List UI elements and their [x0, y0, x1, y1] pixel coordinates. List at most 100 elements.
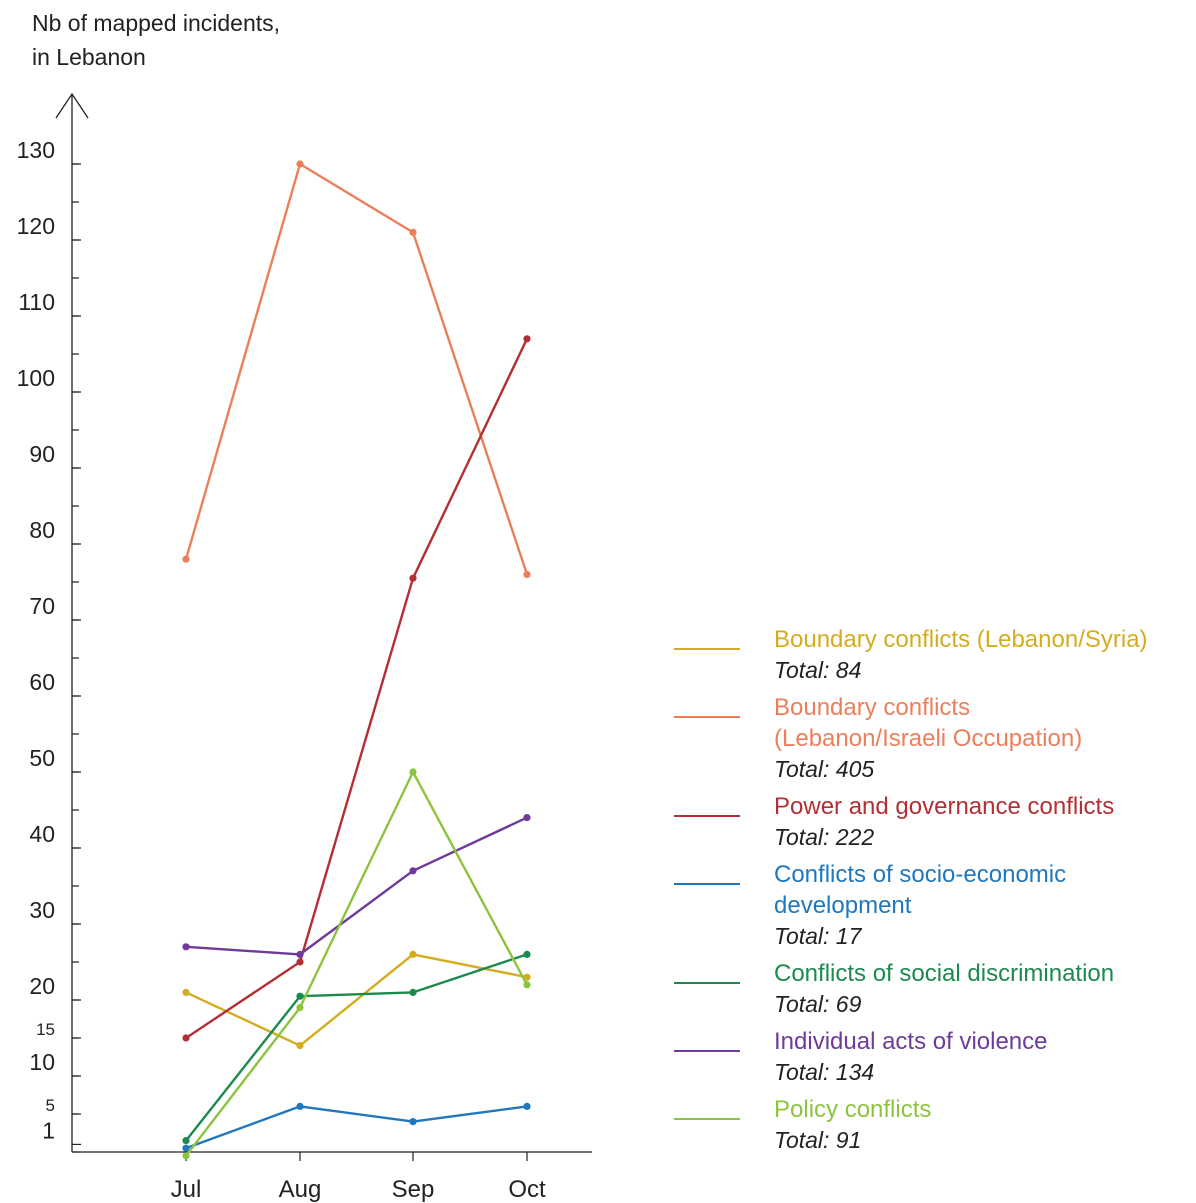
legend-swatch: [674, 982, 740, 984]
data-point: [523, 950, 531, 959]
y-tick-label: 10: [29, 1049, 55, 1075]
data-point: [296, 1004, 304, 1012]
legend-item: Policy conflicts Total: 91: [674, 1094, 1194, 1156]
legend-item: Power and governance conflicts Total: 222: [674, 791, 1194, 853]
legend-series-name: Individual acts of violence: [774, 1028, 1048, 1055]
data-point: [182, 988, 190, 997]
legend-series-name: Conflicts of social discrimination: [774, 960, 1115, 987]
series-line: [185, 770, 529, 1157]
series-7: [182, 768, 531, 1160]
legend-item: Boundary conflicts (Lebanon/Syria) Total:…: [674, 624, 1194, 686]
x-tick-label: Jul: [171, 1176, 202, 1203]
data-point: [409, 950, 417, 959]
legend-swatch: [674, 883, 740, 885]
x-tick-label: Oct: [508, 1176, 546, 1203]
y-axis-arrow: [55, 92, 89, 119]
series-3: [182, 335, 531, 1042]
y-tick-label: 30: [29, 897, 55, 923]
y-tick-label: 100: [17, 365, 55, 391]
data-point: [409, 988, 417, 997]
y-tick-label: 120: [17, 213, 55, 239]
series-6: [182, 814, 531, 959]
data-point: [182, 1034, 190, 1042]
y-tick-label: 60: [29, 669, 55, 695]
data-point: [409, 574, 417, 582]
data-point: [523, 335, 531, 343]
legend-item: Individual acts of violence Total: 134: [674, 1026, 1194, 1088]
y-tick-label: 110: [18, 289, 55, 315]
data-point: [523, 570, 531, 579]
legend-series-name: development: [774, 892, 912, 919]
series-line: [184, 162, 529, 575]
series-line: [185, 338, 529, 1039]
data-point: [523, 814, 531, 822]
legend-series-name: (Lebanon/Israeli Occupation): [774, 725, 1083, 752]
y-tick-label: 130: [17, 137, 55, 163]
y-tick-label: 50: [29, 745, 55, 771]
legend-series-total: Total: 222: [774, 824, 875, 850]
series-line: [185, 953, 528, 1047]
series-2: [182, 160, 531, 579]
legend-series-total: Total: 17: [774, 923, 862, 949]
legend: Boundary conflicts (Lebanon/Syria) Total:…: [674, 624, 1194, 1162]
series-line: [185, 953, 528, 1142]
legend-item: Conflicts of social discrimination Total:…: [674, 958, 1194, 1020]
data-point: [296, 958, 304, 966]
data-point: [296, 992, 304, 1000]
legend-series-total: Total: 69: [774, 991, 862, 1017]
data-point: [296, 1102, 304, 1110]
data-point: [409, 1118, 417, 1126]
series-line: [185, 816, 528, 956]
legend-swatch: [674, 1050, 740, 1052]
y-tick-label: 80: [29, 517, 55, 543]
legend-series-name: Boundary conflicts: [774, 694, 971, 721]
y-tick-label: 40: [29, 821, 55, 847]
legend-series-total: Total: 134: [774, 1059, 875, 1085]
series-1: [182, 950, 531, 1050]
legend-series-total: Total: 91: [774, 1127, 862, 1153]
legend-series-name: Conflicts of socio-economic: [774, 861, 1067, 888]
axes: [55, 92, 592, 1153]
y-axis-title-line-1: Nb of mapped incidents,: [32, 10, 281, 36]
legend-swatch: [674, 1118, 740, 1120]
data-point: [182, 555, 190, 563]
legend-series-name: Policy conflicts: [774, 1096, 932, 1123]
data-point: [296, 160, 304, 168]
y-tick-label: 15: [36, 1020, 55, 1039]
legend-swatch: [674, 648, 740, 650]
x-tick-label: Sep: [392, 1176, 435, 1203]
series-layer: [182, 160, 531, 1160]
y-axis-title-line-2: in Lebanon: [32, 44, 146, 70]
data-point: [182, 1144, 190, 1152]
x-ticks: Jul Aug Sep Oct: [171, 1152, 546, 1203]
legend-swatch: [674, 716, 740, 718]
y-tick-label: 1: [42, 1117, 55, 1143]
data-point: [182, 943, 190, 951]
legend-item: Boundary conflicts (Lebanon/Israeli Occup…: [674, 692, 1194, 785]
data-point: [523, 1102, 531, 1110]
y-tick-label: 5: [46, 1096, 55, 1115]
legend-series-total: Total: 405: [774, 756, 875, 782]
data-point: [409, 867, 417, 875]
data-point: [182, 1137, 190, 1145]
legend-item: Conflicts of socio-economic development To…: [674, 859, 1194, 952]
series-line: [185, 1105, 528, 1150]
data-point: [409, 768, 417, 776]
data-point: [523, 981, 531, 989]
series-4: [182, 1102, 531, 1152]
data-point: [409, 228, 417, 236]
data-point: [182, 1152, 190, 1160]
y-tick-label: 70: [29, 593, 55, 619]
y-tick-label: 90: [29, 441, 55, 467]
data-point: [296, 1042, 304, 1050]
series-5: [182, 950, 531, 1145]
y-axis-title: Nb of mapped incidents, in Lebanon: [32, 6, 280, 74]
data-point: [296, 950, 304, 959]
x-tick-label: Aug: [279, 1176, 322, 1203]
y-tick-label: 20: [29, 973, 55, 999]
legend-series-name: Boundary conflicts (Lebanon/Syria): [774, 626, 1148, 653]
legend-series-total: Total: 84: [774, 657, 862, 683]
legend-swatch: [674, 815, 740, 817]
